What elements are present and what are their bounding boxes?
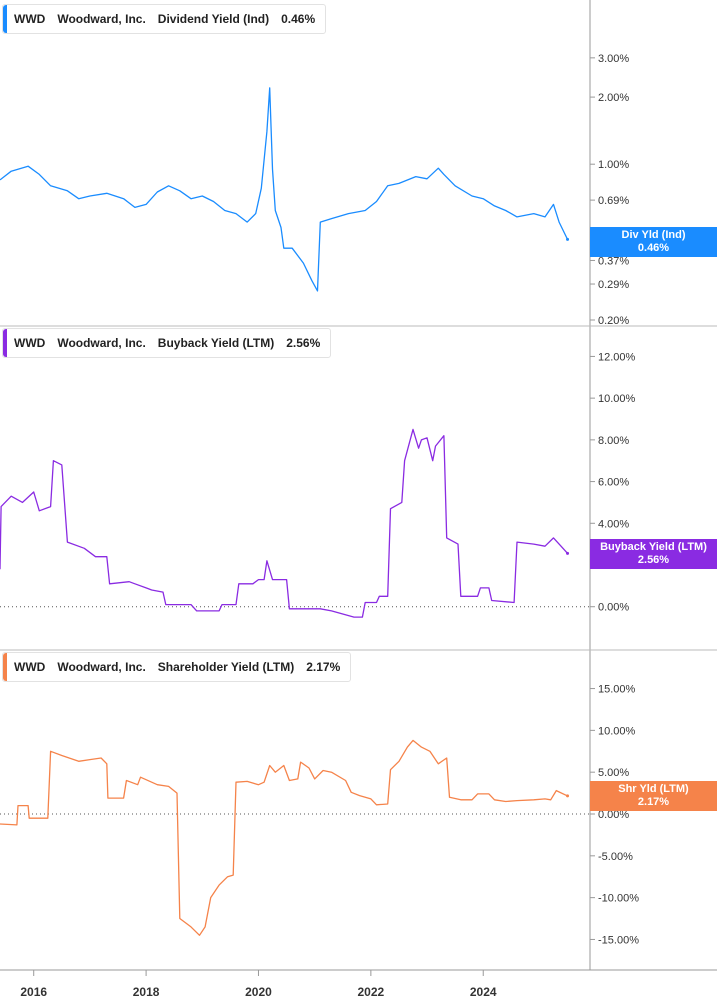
y-tick-label: 0.29%: [598, 279, 629, 291]
y-tick-label: -10.00%: [598, 893, 639, 905]
legend-company: Woodward, Inc.: [57, 336, 146, 350]
legend-value: 2.17%: [306, 660, 341, 674]
series-last-point: [566, 794, 570, 798]
legend-metric: Shareholder Yield (LTM): [157, 660, 295, 674]
last-value-tag-dividend: Div Yld (Ind) 0.46%: [590, 227, 717, 257]
y-tick-label: 10.00%: [598, 725, 636, 737]
legend-metric: Dividend Yield (Ind): [157, 12, 270, 26]
y-tick-label: -5.00%: [598, 851, 633, 863]
y-tick-label: 4.00%: [598, 518, 629, 530]
y-tick-label: 15.00%: [598, 684, 636, 696]
legend-dividend-yield: WWD Woodward, Inc. Dividend Yield (Ind) …: [2, 4, 327, 34]
series-last-point: [566, 551, 570, 555]
x-tick-label: 2020: [245, 985, 272, 999]
x-tick-label: 2016: [20, 985, 47, 999]
tag-label: Shr Yld (LTM): [618, 783, 689, 795]
legend-value: 0.46%: [281, 12, 316, 26]
tag-value: 0.46%: [637, 242, 670, 254]
y-tick-label: 12.00%: [598, 351, 636, 363]
y-tick-label: 0.20%: [598, 315, 629, 327]
legend-company: Woodward, Inc.: [57, 12, 146, 26]
tag-label: Buyback Yield (LTM): [600, 541, 707, 553]
tag-value: 2.17%: [637, 796, 670, 808]
legend-color-swatch: [3, 5, 7, 33]
y-tick-label: 10.00%: [598, 393, 636, 405]
x-tick-label: 2022: [358, 985, 385, 999]
tag-label: Div Yld (Ind): [621, 229, 686, 241]
legend-company: Woodward, Inc.: [57, 660, 146, 674]
legend-shareholder-yield: WWD Woodward, Inc. Shareholder Yield (LT…: [2, 652, 352, 682]
y-tick-label: 8.00%: [598, 435, 629, 447]
legend-value: 2.56%: [286, 336, 321, 350]
y-tick-label: 0.00%: [598, 809, 629, 821]
last-value-tag-shareholder: Shr Yld (LTM) 2.17%: [590, 781, 717, 811]
series-line-buyback: [0, 428, 568, 618]
x-tick-label: 2024: [470, 985, 497, 999]
y-tick-label: 0.69%: [598, 195, 629, 207]
x-tick-label: 2018: [133, 985, 160, 999]
legend-buyback-yield: WWD Woodward, Inc. Buyback Yield (LTM) 2…: [2, 328, 332, 358]
last-value-tag-buyback: Buyback Yield (LTM) 2.56%: [590, 539, 717, 569]
legend-color-swatch: [3, 329, 7, 357]
tag-value: 2.56%: [637, 554, 670, 566]
y-tick-label: 3.00%: [598, 53, 629, 65]
legend-ticker: WWD: [14, 336, 46, 350]
series-last-point: [566, 237, 570, 241]
y-tick-label: 6.00%: [598, 477, 629, 489]
y-tick-label: -15.00%: [598, 934, 639, 946]
legend-color-swatch: [3, 653, 7, 681]
legend-metric: Buyback Yield (LTM): [157, 336, 275, 350]
y-tick-label: 1.00%: [598, 159, 629, 171]
y-tick-label: 2.00%: [598, 92, 629, 104]
y-tick-label: 0.00%: [598, 602, 629, 614]
y-tick-label: 0.37%: [598, 255, 629, 267]
series-line-shareholder: [0, 739, 568, 936]
legend-ticker: WWD: [14, 12, 46, 26]
legend-ticker: WWD: [14, 660, 46, 674]
series-line-dividend: [0, 87, 569, 292]
y-tick-label: 5.00%: [598, 767, 629, 779]
